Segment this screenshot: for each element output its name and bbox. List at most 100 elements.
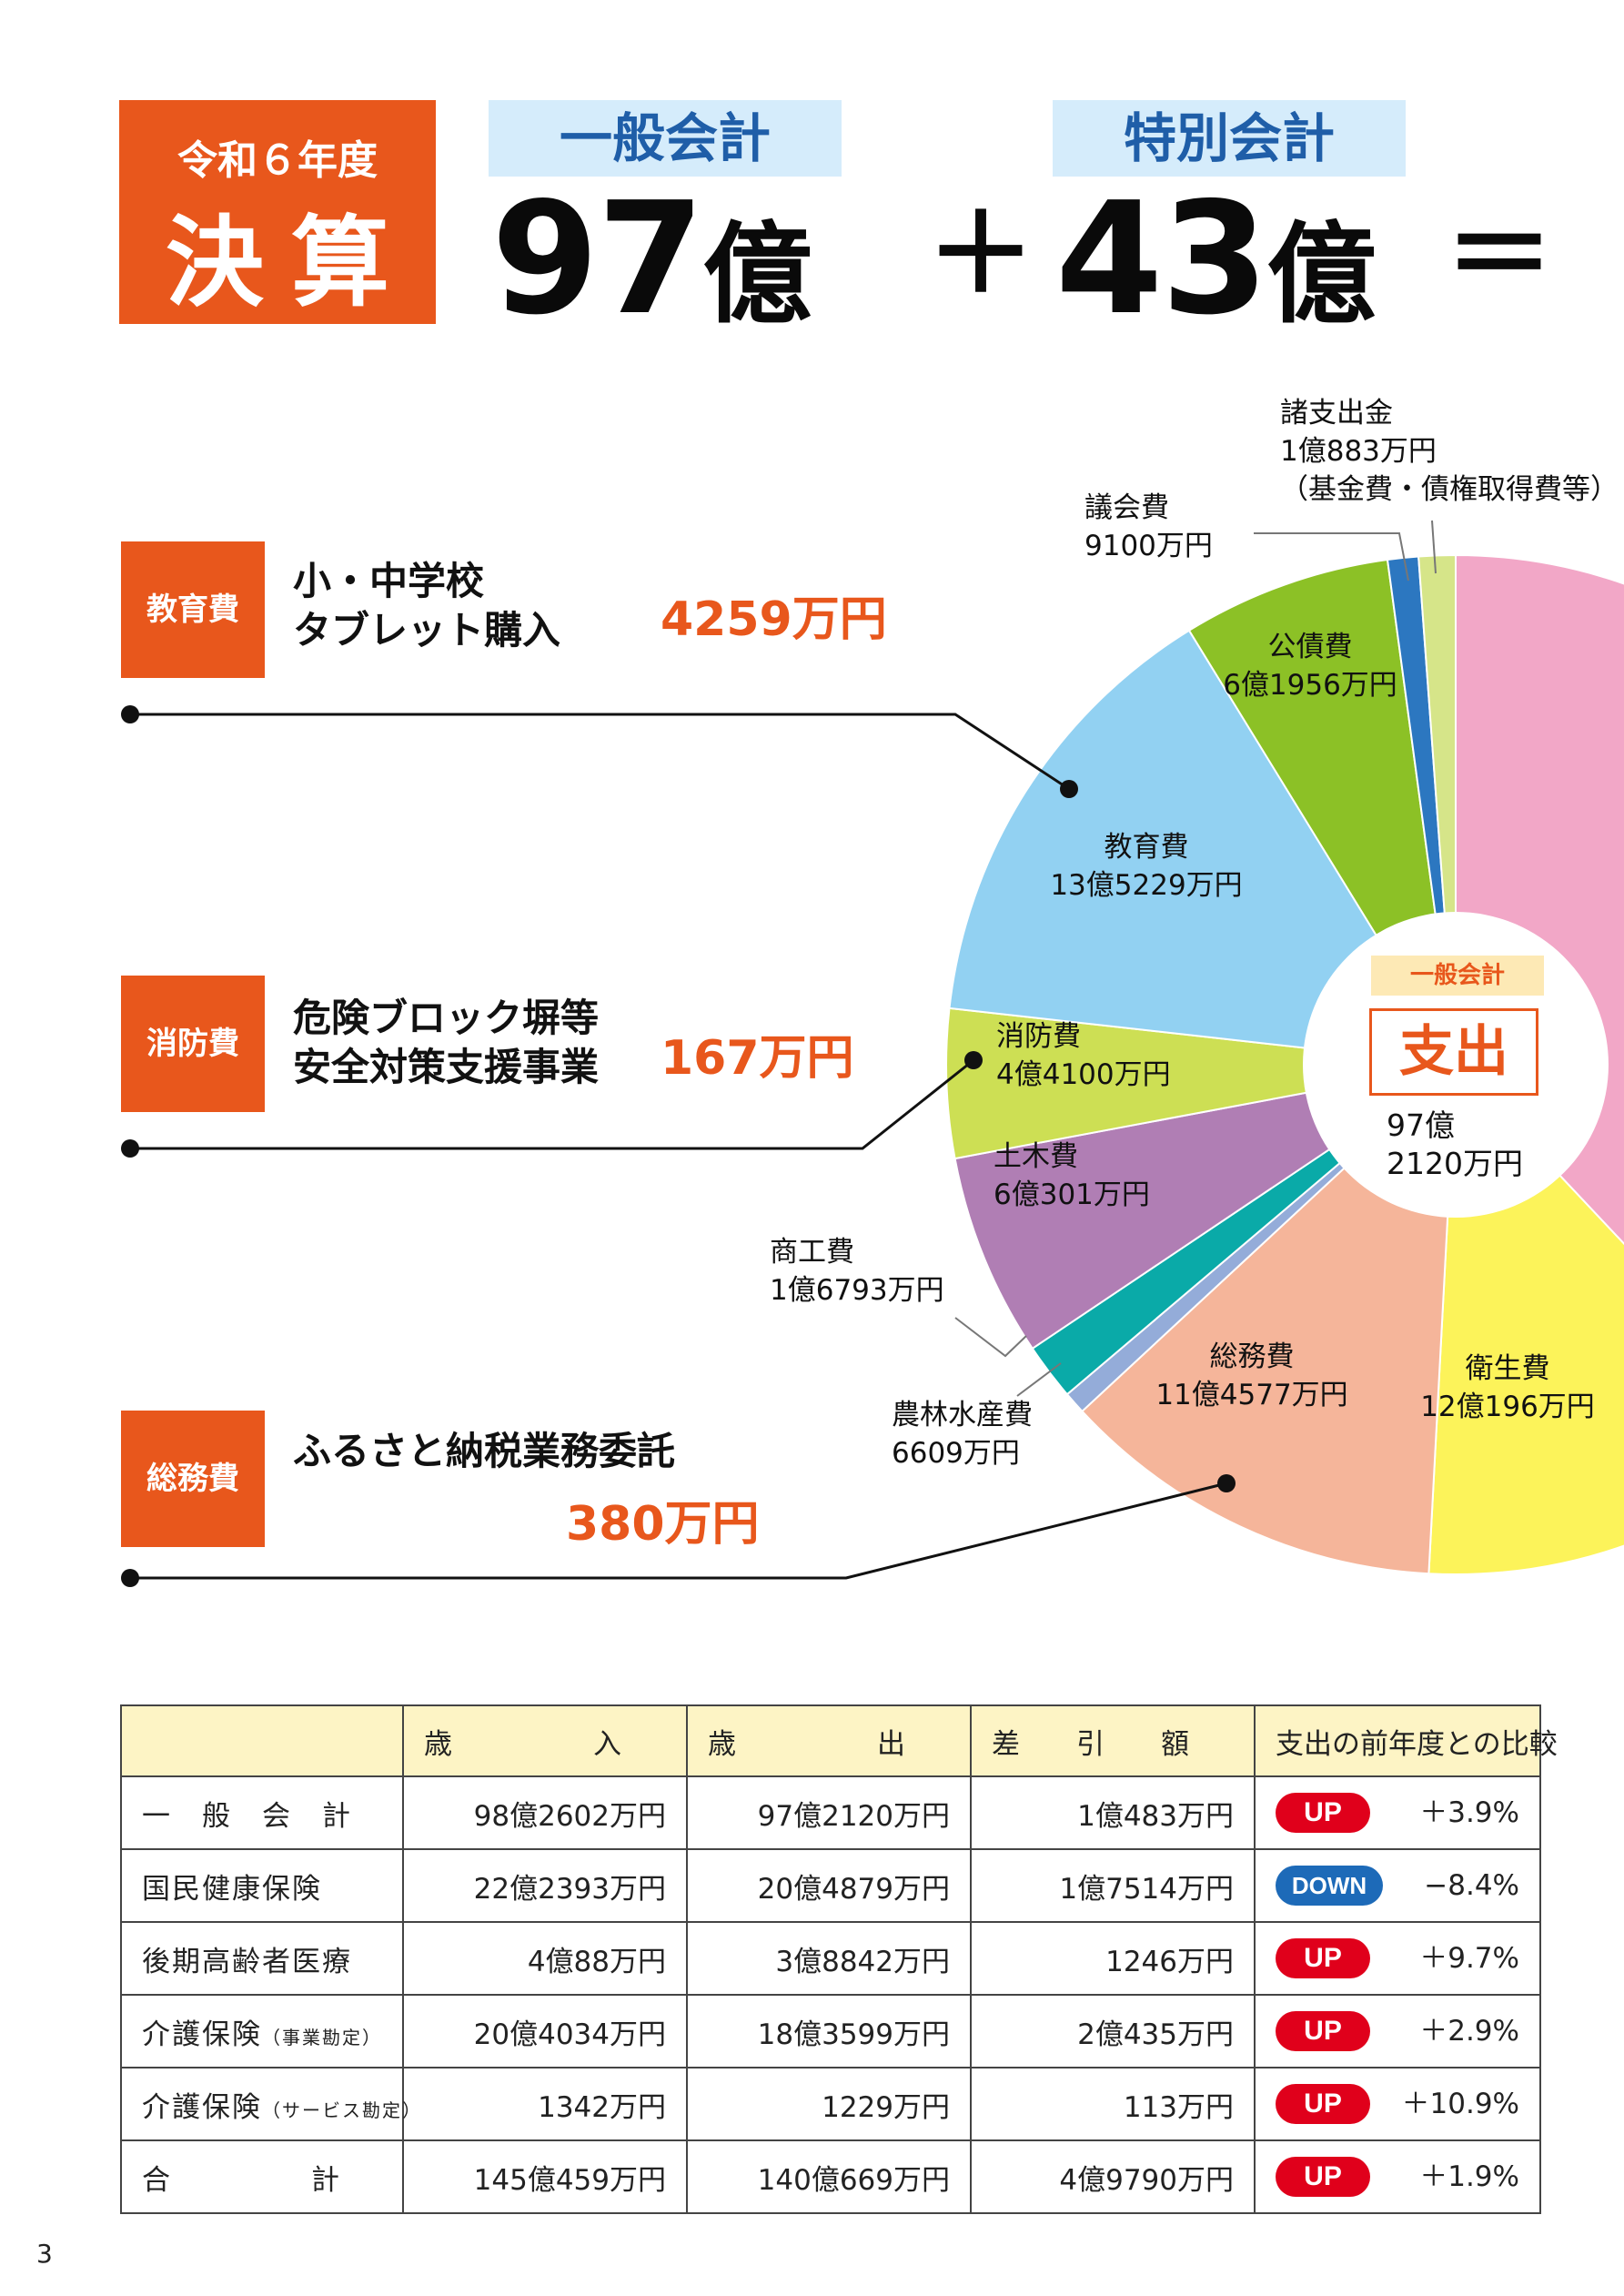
- pie-label-amount: 1億6793万円: [770, 1274, 944, 1307]
- pie-label-name: 諸支出金: [1280, 397, 1393, 430]
- pie-label-gikai: 議会費 9100万円: [1084, 489, 1213, 565]
- pie-label-amount: 11億4577万円: [1155, 1379, 1348, 1411]
- callout-fire-amount: 167万円: [661, 1031, 854, 1086]
- callout-general-affairs-text: ふるさと納税業務委託: [293, 1429, 676, 1473]
- callout-fire-tag: 消防費: [121, 976, 265, 1112]
- special-account-total: 43億: [1055, 182, 1377, 337]
- table-row: 国民健康保険 22億2393万円 20億4879万円 1億7514万円 DOWN −8.4…: [120, 1848, 1541, 1923]
- pie-label-amount: 1億883万円: [1280, 435, 1437, 468]
- row-name: 国民健康保険: [120, 1848, 404, 1923]
- row-name-text: 後期高齢者医療: [142, 1945, 352, 1978]
- general-account-total: 97億: [491, 182, 812, 337]
- pie-label-amount: 6609万円: [892, 1437, 1020, 1470]
- table-header-row: 歳 入 歳 出 差 引 額 支出の前年度との比較: [120, 1704, 1558, 1777]
- callout-general-affairs-amount: 380万円: [566, 1497, 760, 1552]
- row-comparison: UP ＋2.9%: [1254, 1994, 1541, 2068]
- settlement-title: 決算: [165, 207, 417, 320]
- row-name-text: 介護保険: [142, 2090, 262, 2124]
- pie-label-name: 消防費: [996, 1020, 1081, 1053]
- callout-fire-line2: 安全対策支援事業: [293, 1045, 600, 1089]
- dot: [121, 705, 139, 723]
- callout-education-line2: タブレット購入: [293, 608, 561, 652]
- page-number: 3: [36, 2239, 53, 2269]
- pie-label-name: 商工費: [770, 1236, 854, 1269]
- row-name-note: （サービス勘定）: [262, 2099, 422, 2121]
- special-unit: 億: [1266, 212, 1377, 339]
- change-percent: ＋10.9%: [1401, 2088, 1519, 2120]
- row-income: 145億459万円: [402, 2139, 688, 2214]
- trend-badge: UP: [1276, 2084, 1370, 2124]
- trend-badge: UP: [1276, 2011, 1370, 2051]
- pie-label-amount: 9100万円: [1084, 530, 1213, 562]
- change-percent: ＋9.7%: [1419, 1942, 1519, 1975]
- row-diff: 4億9790万円: [970, 2139, 1256, 2214]
- pie-label-shobo: 消防費 4億4100万円: [996, 1017, 1171, 1094]
- pie-label-note: （基金費・債権取得費等）: [1280, 473, 1619, 506]
- row-name-text: 一 般 会 計: [142, 1799, 352, 1833]
- gikai-leader: [1254, 532, 1409, 582]
- callout-education-text: 小・中学校 タブレット購入: [293, 557, 560, 655]
- row-income: 98億2602万円: [402, 1775, 688, 1850]
- accounts-table: 歳 入 歳 出 差 引 額 支出の前年度との比較 一 般 会 計 98億2602万…: [120, 1704, 1558, 2214]
- row-diff: 2億435万円: [970, 1994, 1256, 2068]
- row-comparison: UP ＋3.9%: [1254, 1775, 1541, 1850]
- pie-total: 97億 2120万円: [1387, 1107, 1523, 1183]
- callout-education-line1: 小・中学校: [293, 559, 485, 603]
- change-percent: −8.4%: [1424, 1869, 1519, 1902]
- pie-slice-消防費: [945, 1006, 1457, 1160]
- pie-label-somu: 総務費 11億4577万円: [1143, 1338, 1361, 1414]
- pie-label-shoshishutsu: 諸支出金 1億883万円 （基金費・債権取得費等）: [1280, 394, 1619, 509]
- pie-label-amount: 13億5229万円: [1050, 869, 1243, 902]
- trend-badge: UP: [1276, 2157, 1370, 2197]
- table-header-diff: 差 引 額: [970, 1704, 1256, 1777]
- pie-label-name: 農林水産費: [892, 1399, 1033, 1431]
- table-row: 介護保険（事業勘定） 20億4034万円 18億3599万円 2億435万円 UP ＋2.…: [120, 1994, 1541, 2068]
- plus-sign: ＋: [926, 191, 1035, 318]
- equals-sign: ＝: [1445, 193, 1554, 319]
- pie-label-name: 総務費: [1209, 1340, 1295, 1373]
- row-expense: 20億4879万円: [686, 1848, 972, 1923]
- change-percent: ＋1.9%: [1419, 2160, 1519, 2193]
- row-expense: 97億2120万円: [686, 1775, 972, 1850]
- pie-label-name: 公債費: [1267, 631, 1353, 663]
- dot: [964, 1051, 983, 1069]
- dot: [121, 1569, 139, 1587]
- title-badge: 令和６年度 決算: [119, 100, 436, 324]
- table-header-comparison: 支出の前年度との比較: [1254, 1704, 1558, 1777]
- pie-slice-総務費: [1080, 1062, 1458, 1575]
- pie-label-name: 教育費: [1104, 831, 1189, 864]
- change-percent: ＋2.9%: [1419, 2015, 1519, 2048]
- row-name: 一 般 会 計: [120, 1775, 404, 1850]
- pie-total-line2: 2120万円: [1387, 1146, 1523, 1181]
- row-expense: 3億8842万円: [686, 1921, 972, 1996]
- row-name: 介護保険（サービス勘定）: [120, 2067, 420, 2141]
- row-income: 4億88万円: [402, 1921, 688, 1996]
- pie-label-eisei: 衛生費 12億196万円: [1394, 1350, 1621, 1426]
- pie-label-kyoiku: 教育費 13億5229万円: [1037, 828, 1256, 905]
- table-row: 一 般 会 計 98億2602万円 97億2120万円 1億483万円 UP ＋3.9%: [120, 1775, 1541, 1850]
- shoshishutsu-leader: [1431, 520, 1437, 574]
- row-diff: 113万円: [970, 2067, 1256, 2141]
- row-name-note: （事業勘定）: [262, 2026, 382, 2048]
- row-expense: 1229万円: [686, 2067, 972, 2141]
- callout-general-affairs-tag: 総務費: [121, 1411, 265, 1547]
- row-comparison: UP ＋10.9%: [1254, 2067, 1541, 2141]
- table-row: 介護保険（サービス勘定） 1342万円 1229万円 113万円 UP ＋10.9%: [120, 2067, 1541, 2141]
- table-header-expense: 歳 出: [686, 1704, 972, 1777]
- callout-education-line: [130, 713, 1070, 791]
- pie-label-name: 議会費: [1084, 491, 1169, 524]
- row-expense: 140億669万円: [686, 2139, 972, 2214]
- callout-education-amount: 4259万円: [661, 592, 887, 647]
- row-income: 22億2393万円: [402, 1848, 688, 1923]
- pie-center-subtitle: 一般会計: [1371, 956, 1544, 996]
- callout-fire-text: 危険ブロック塀等 安全対策支援事業: [293, 994, 599, 1092]
- pie-label-name: 土木費: [994, 1140, 1078, 1173]
- pie-total-line1: 97億: [1387, 1108, 1455, 1143]
- pie-label-amount: 4億4100万円: [996, 1058, 1171, 1091]
- row-name: 後期高齢者医療: [120, 1921, 404, 1996]
- trend-badge: UP: [1276, 1793, 1370, 1833]
- dot: [121, 1139, 139, 1158]
- general-account-label: 一般会計: [489, 100, 842, 177]
- row-income: 20億4034万円: [402, 1994, 688, 2068]
